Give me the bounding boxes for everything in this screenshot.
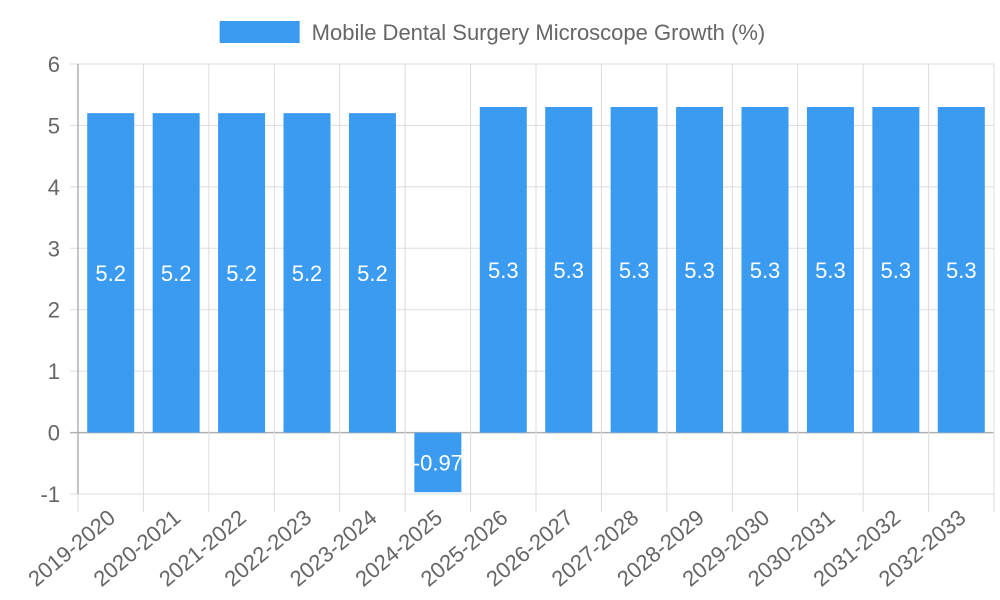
bar-value-label: 5.3 bbox=[881, 258, 912, 283]
y-tick-label: -1 bbox=[40, 482, 60, 507]
bar-value-label: 5.3 bbox=[946, 258, 977, 283]
bar-value-label: 5.2 bbox=[95, 261, 126, 286]
bar[interactable] bbox=[218, 113, 266, 433]
bar[interactable] bbox=[937, 107, 985, 433]
y-tick-label: 5 bbox=[48, 113, 60, 138]
bar-value-label: 5.2 bbox=[161, 261, 192, 286]
y-tick-label: 6 bbox=[48, 52, 60, 77]
y-tick-label: 3 bbox=[48, 236, 60, 261]
bar-value-label: -0.97 bbox=[413, 450, 463, 475]
legend-label[interactable]: Mobile Dental Surgery Microscope Growth … bbox=[312, 20, 766, 45]
y-tick-label: 0 bbox=[48, 421, 60, 446]
bar-value-label: 5.3 bbox=[553, 258, 584, 283]
y-tick-label: 2 bbox=[48, 298, 60, 323]
bar[interactable] bbox=[741, 107, 789, 433]
y-tick-label: 1 bbox=[48, 359, 60, 384]
y-tick-label: 4 bbox=[48, 175, 60, 200]
legend-swatch[interactable] bbox=[219, 21, 300, 43]
bar-value-label: 5.3 bbox=[750, 258, 781, 283]
bar-value-label: 5.3 bbox=[619, 258, 650, 283]
bar[interactable] bbox=[152, 113, 200, 433]
bar-value-label: 5.2 bbox=[357, 261, 388, 286]
bar[interactable] bbox=[283, 113, 331, 433]
bar[interactable] bbox=[610, 107, 658, 433]
bar[interactable] bbox=[414, 432, 462, 493]
bar-value-label: 5.3 bbox=[684, 258, 715, 283]
bar[interactable] bbox=[348, 113, 396, 433]
bar[interactable] bbox=[872, 107, 920, 433]
bar-value-label: 5.2 bbox=[292, 261, 323, 286]
bar-value-label: 5.3 bbox=[815, 258, 846, 283]
bar-value-label: 5.2 bbox=[226, 261, 257, 286]
bar[interactable] bbox=[545, 107, 593, 433]
bar-value-label: 5.3 bbox=[488, 258, 519, 283]
bar[interactable] bbox=[479, 107, 527, 433]
bar[interactable] bbox=[87, 113, 135, 433]
bar[interactable] bbox=[676, 107, 724, 433]
bar[interactable] bbox=[806, 107, 854, 433]
